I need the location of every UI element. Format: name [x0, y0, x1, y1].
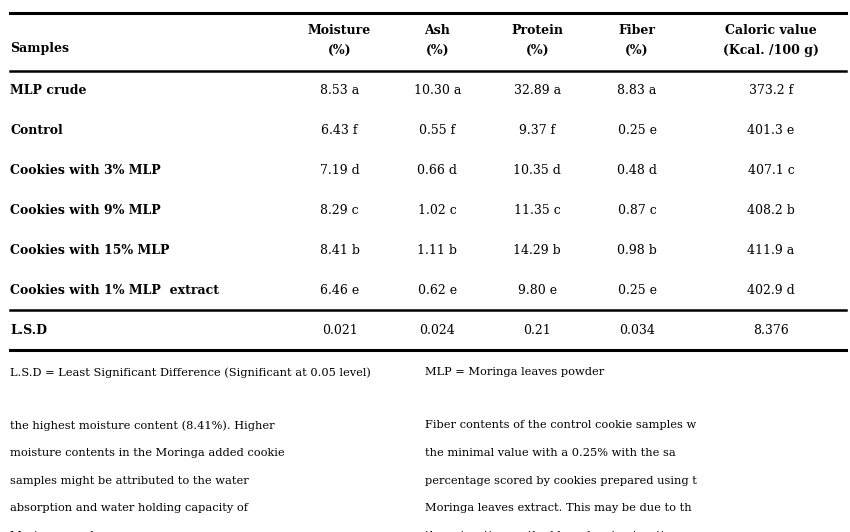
Text: 32.89 a: 32.89 a [513, 84, 561, 97]
Text: 402.9 d: 402.9 d [747, 284, 795, 297]
Text: 7.19 d: 7.19 d [320, 164, 360, 177]
Text: 407.1 c: 407.1 c [748, 164, 794, 177]
Text: moisture contents in the Moringa added cookie: moisture contents in the Moringa added c… [10, 448, 285, 458]
Text: 8.83 a: 8.83 a [617, 84, 657, 97]
Text: (%): (%) [626, 44, 649, 57]
Text: 0.25 e: 0.25 e [618, 284, 656, 297]
Text: 401.3 e: 401.3 e [747, 124, 795, 137]
Text: absorption and water holding capacity of: absorption and water holding capacity of [10, 503, 248, 513]
Text: Cookies with 3% MLP: Cookies with 3% MLP [10, 164, 161, 177]
Text: 0.87 c: 0.87 c [618, 204, 656, 217]
Text: (Kcal. /100 g): (Kcal. /100 g) [723, 44, 819, 57]
Text: 6.46 e: 6.46 e [320, 284, 360, 297]
Text: Fiber contents of the control cookie samples w: Fiber contents of the control cookie sam… [425, 420, 696, 430]
Text: Cookies with 1% MLP  extract: Cookies with 1% MLP extract [10, 284, 219, 297]
Text: samples might be attributed to the water: samples might be attributed to the water [10, 476, 249, 486]
Text: Moringa leaves extract. This may be due to th: Moringa leaves extract. This may be due … [425, 503, 692, 513]
Text: 10.35 d: 10.35 d [513, 164, 561, 177]
Text: the extraction method by solvent extraction a: the extraction method by solvent extract… [425, 531, 689, 532]
Text: (%): (%) [426, 44, 449, 57]
Text: L.S.D: L.S.D [10, 323, 48, 337]
Text: 6.43 f: 6.43 f [321, 124, 358, 137]
Text: 0.024: 0.024 [419, 323, 456, 337]
Text: 0.62 e: 0.62 e [417, 284, 457, 297]
Text: 0.25 e: 0.25 e [618, 124, 656, 137]
Text: Cookies with 9% MLP: Cookies with 9% MLP [10, 204, 161, 217]
Text: Ash: Ash [424, 24, 450, 37]
Text: Caloric value: Caloric value [725, 24, 817, 37]
Text: 11.35 c: 11.35 c [513, 204, 561, 217]
Text: 9.80 e: 9.80 e [518, 284, 557, 297]
Text: 408.2 b: 408.2 b [747, 204, 795, 217]
Text: 0.021: 0.021 [321, 323, 358, 337]
Text: 14.29 b: 14.29 b [513, 244, 561, 257]
Text: (%): (%) [525, 44, 549, 57]
Text: 1.02 c: 1.02 c [418, 204, 456, 217]
Text: 8.53 a: 8.53 a [320, 84, 360, 97]
Text: 0.98 b: 0.98 b [617, 244, 657, 257]
Text: 411.9 a: 411.9 a [747, 244, 795, 257]
Text: the minimal value with a 0.25% with the sa: the minimal value with a 0.25% with the … [425, 448, 676, 458]
Text: 8.41 b: 8.41 b [320, 244, 360, 257]
Text: 10.30 a: 10.30 a [414, 84, 461, 97]
Text: the highest moisture content (8.41%). Higher: the highest moisture content (8.41%). Hi… [10, 420, 275, 431]
Text: 0.21: 0.21 [524, 323, 551, 337]
Text: 8.29 c: 8.29 c [320, 204, 359, 217]
Text: 0.66 d: 0.66 d [417, 164, 457, 177]
Text: Moringa powder.: Moringa powder. [10, 531, 109, 532]
Text: L.S.D = Least Significant Difference (Significant at 0.05 level): L.S.D = Least Significant Difference (Si… [10, 367, 371, 378]
Text: Cookies with 15% MLP: Cookies with 15% MLP [10, 244, 170, 257]
Text: Control: Control [10, 124, 63, 137]
Text: Fiber: Fiber [619, 24, 655, 37]
Text: Samples: Samples [10, 43, 69, 55]
Text: 9.37 f: 9.37 f [519, 124, 555, 137]
Text: 0.48 d: 0.48 d [617, 164, 657, 177]
Text: 0.55 f: 0.55 f [419, 124, 456, 137]
Text: (%): (%) [328, 44, 351, 57]
Text: Moisture: Moisture [308, 24, 371, 37]
Text: 373.2 f: 373.2 f [749, 84, 793, 97]
Text: percentage scored by cookies prepared using t: percentage scored by cookies prepared us… [425, 476, 697, 486]
Text: MLP = Moringa leaves powder: MLP = Moringa leaves powder [425, 367, 604, 377]
Text: 8.376: 8.376 [753, 323, 789, 337]
Text: 1.11 b: 1.11 b [417, 244, 457, 257]
Text: Protein: Protein [511, 24, 564, 37]
Text: MLP crude: MLP crude [10, 84, 87, 97]
Text: 0.034: 0.034 [619, 323, 655, 337]
